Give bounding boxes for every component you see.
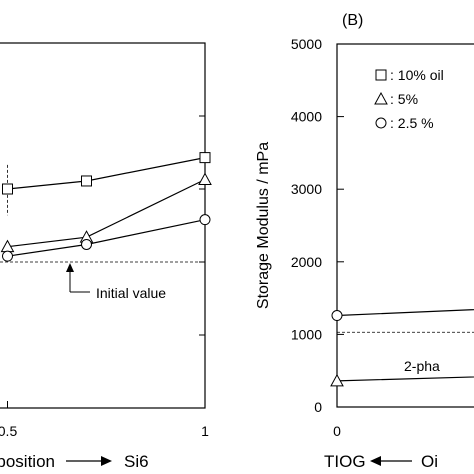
panel-a-chart: 0.5 1 Initial value mposition Si6 <box>0 42 212 471</box>
series-line-triangle <box>336 376 474 382</box>
x-tick-label: 1 <box>201 423 209 439</box>
data-point-square <box>2 183 13 195</box>
x-axis-label-left: TIOG <box>324 452 366 471</box>
data-point-square <box>81 175 92 187</box>
legend-marker-circle <box>375 117 387 129</box>
data-point-square <box>199 152 211 164</box>
series-line-circle <box>7 219 206 257</box>
data-point-circle <box>2 250 13 262</box>
x-axis-arrowhead <box>370 456 381 466</box>
panel-label: (B) <box>342 12 363 29</box>
y-tick-label: 0 <box>314 399 322 415</box>
data-point-circle <box>199 214 211 226</box>
legend-label: : 5% <box>390 91 418 107</box>
data-point-circle <box>331 310 343 322</box>
legend-label: : 10% oil <box>390 67 444 83</box>
x-axis-label: Oi <box>421 452 438 471</box>
data-point-circle <box>81 238 92 250</box>
x-axis-label: mposition <box>0 452 55 471</box>
legend-marker-square <box>375 69 387 81</box>
data-point-triangle <box>198 172 212 186</box>
annotation-arrowhead <box>66 263 74 272</box>
x-axis-label-right: Si6 <box>124 452 149 471</box>
panel-b-chart: (B) 0 1000 2000 3000 4000 5000 0 Storage Modulus… <box>255 12 474 471</box>
annotation-text: 2-pha <box>404 358 440 374</box>
series-line-circle <box>336 309 474 317</box>
series-line-triangle <box>7 178 206 248</box>
y-axis-label: Storage Modulus / mPa <box>255 142 272 309</box>
x-tick-label: 0 <box>333 423 341 439</box>
y-tick-label: 2000 <box>291 254 322 270</box>
y-tick-label: 4000 <box>291 109 322 125</box>
annotation-text: Initial value <box>96 285 166 301</box>
x-axis-arrowhead <box>101 456 112 466</box>
plot-frame <box>336 43 474 408</box>
y-tick-label: 3000 <box>291 181 322 197</box>
y-tick-label: 5000 <box>291 36 322 52</box>
series-line-square <box>7 157 206 190</box>
data-point-triangle <box>330 373 344 387</box>
x-tick-label: 0.5 <box>0 423 17 439</box>
y-tick-label: 1000 <box>291 326 322 342</box>
legend-marker-triangle <box>374 91 388 105</box>
legend-label: : 2.5 % <box>390 115 434 131</box>
